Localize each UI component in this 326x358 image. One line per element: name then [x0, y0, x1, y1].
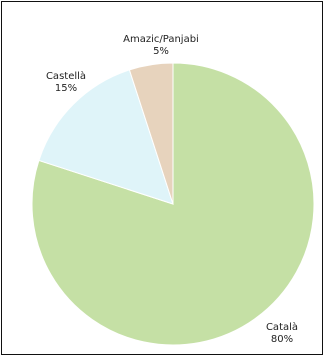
slice-label-name-3: Amazic/Panjabi — [123, 34, 199, 45]
pie-slice-3 — [128, 62, 174, 205]
slice-label-value-2: 15% — [55, 83, 77, 94]
pie-slices — [31, 62, 315, 346]
slice-label-name-1: Català — [266, 321, 298, 333]
slice-label-value-1: 80% — [271, 334, 293, 345]
chart-frame: Català 80% Castellà 15% Amazic/Panjabi 5% — [1, 1, 323, 355]
slice-label-name-2: Castellà — [46, 70, 86, 82]
slice-label-value-3: 5% — [153, 46, 169, 57]
pie-slice-2 — [38, 69, 174, 205]
